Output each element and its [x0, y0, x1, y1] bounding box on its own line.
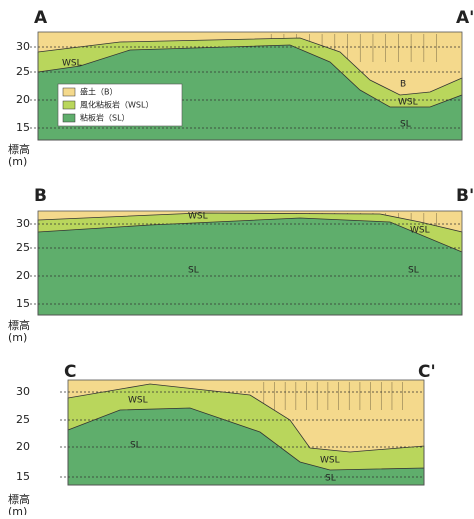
elevation-label: 20	[16, 269, 30, 282]
section-label: A	[34, 8, 48, 28]
elevation-label: 15	[16, 297, 30, 310]
elevation-label: 30	[16, 385, 30, 398]
layer-label: SL	[400, 120, 411, 130]
elevation-label: 30	[16, 40, 30, 53]
layer-label: WSL	[398, 98, 418, 108]
layer-label: WSL	[410, 226, 430, 236]
section-label: C'	[418, 362, 436, 382]
elevation-label: 25	[16, 65, 30, 78]
layer-label: B	[400, 80, 406, 90]
elevation-label: 15	[16, 470, 30, 483]
section-label: B	[34, 186, 47, 206]
elevation-label: 15	[16, 121, 30, 134]
elevation-label: 25	[16, 413, 30, 426]
layer-label: WSL	[320, 456, 340, 466]
rock-layer	[38, 218, 462, 315]
legend-label: 風化粘板岩（WSL）	[80, 100, 153, 110]
elevation-label: 20	[16, 93, 30, 106]
legend-swatch	[63, 88, 75, 96]
axis-label: (m)	[8, 505, 27, 515]
section-label: C	[64, 362, 76, 382]
cross-sections: 30252015標高(m)AA'WSLWSLSLB30252015標高(m)BB…	[0, 0, 474, 515]
layer-label: SL	[325, 474, 336, 484]
legend-label: 粘板岩（SL）	[80, 113, 130, 123]
legend-swatch	[63, 101, 75, 109]
elevation-label: 30	[16, 217, 30, 230]
layer-label: WSL	[128, 396, 148, 406]
layer-label: SL	[130, 441, 141, 451]
elevation-label: 25	[16, 241, 30, 254]
axis-label: (m)	[8, 331, 27, 344]
axis-label: 標高	[8, 318, 30, 332]
layer-label: WSL	[62, 59, 82, 69]
axis-label: 標高	[8, 142, 30, 156]
layer-label: WSL	[188, 212, 208, 222]
section-label: A'	[456, 8, 474, 28]
layer-label: SL	[408, 266, 419, 276]
legend-label: 盛土（B）	[80, 87, 118, 97]
section-label: B'	[456, 186, 474, 206]
axis-label: 標高	[8, 492, 30, 506]
elevation-label: 20	[16, 440, 30, 453]
axis-label: (m)	[8, 155, 27, 168]
layer-label: SL	[188, 266, 199, 276]
legend-swatch	[63, 114, 75, 122]
